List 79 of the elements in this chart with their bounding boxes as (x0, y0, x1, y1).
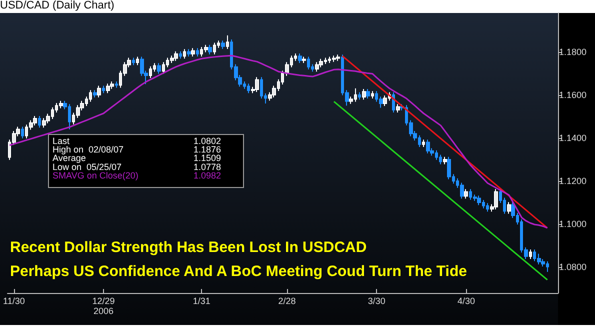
candlestick (221, 40, 225, 50)
y-tick-label: 1.0800 (559, 262, 587, 272)
candlestick (213, 42, 216, 55)
candlestick (371, 90, 374, 100)
x-tick-label: 11/30 (2, 296, 25, 306)
candlestick (362, 88, 366, 100)
candlestick (486, 202, 489, 212)
candlestick (396, 104, 400, 114)
candlestick (115, 80, 118, 88)
candlestick (102, 85, 105, 94)
candlestick (332, 55, 336, 62)
candlestick (358, 92, 361, 100)
y-tick-label: 1.1400 (559, 132, 587, 143)
candlestick (260, 76, 263, 100)
candlestick (162, 62, 165, 74)
y-tick-label: 1.1200 (559, 176, 587, 186)
x-tick-label: 2/28 (278, 296, 296, 306)
candlestick (97, 85, 101, 98)
candlestick (460, 182, 464, 200)
candlestick (383, 94, 387, 107)
candlestick (42, 118, 46, 128)
chart-title: USD/CAD (Daily Chart) (0, 0, 114, 12)
candlestick (208, 44, 212, 55)
text: Low on 05/25/07 1.0778 (52, 162, 222, 172)
candlestick (174, 50, 178, 62)
line-series (8, 54, 548, 229)
candlestick (464, 188, 468, 200)
candlestick (439, 154, 442, 165)
candlestick (426, 139, 430, 154)
x-tick-label: 3/30 (368, 296, 386, 306)
x-tick-label: 1/31 (192, 296, 210, 306)
candlestick (110, 80, 114, 90)
text: SMAVG on Close(20) 1.0982 (52, 170, 222, 180)
text: High on 02/08/07 1.1876 (52, 144, 222, 155)
candlestick (89, 90, 92, 102)
candlestick (315, 62, 319, 72)
candlestick (494, 188, 498, 210)
candlestick (307, 56, 310, 70)
candlestick (537, 253, 541, 265)
candlestick (106, 83, 110, 94)
candlestick (336, 54, 340, 62)
candlestick (136, 56, 139, 66)
candlestick (21, 126, 24, 139)
candlestick (443, 156, 447, 165)
candlestick (132, 57, 135, 66)
candlestick (298, 52, 302, 64)
y-tick-label: 1.1800 (559, 46, 587, 57)
candlestick (196, 48, 199, 58)
candlestick (507, 202, 511, 214)
candlestick (170, 55, 174, 64)
candlestick (422, 139, 425, 148)
candlestick (226, 34, 229, 50)
candlestick (33, 115, 37, 126)
candlestick (149, 66, 152, 79)
text: Last 1.0802 (52, 136, 222, 146)
candlestick (477, 195, 481, 206)
candlestick (366, 88, 370, 100)
text: Average 1.1509 (52, 153, 222, 164)
candlestick (38, 115, 41, 128)
x-tick-label: 4/30 (457, 296, 476, 306)
annotation: Recent Dollar Strength Has Been Lost In USDCAD (10, 239, 367, 256)
y-tick-label: 1.1600 (559, 90, 587, 100)
candlestick (187, 48, 191, 58)
candlestick (157, 62, 161, 74)
candlestick (183, 48, 186, 60)
candlestick (319, 58, 323, 68)
candlestick (302, 56, 306, 64)
candlestick (59, 100, 63, 109)
candlestick (93, 90, 97, 98)
y-tick-label: 1.1000 (559, 219, 587, 230)
candlestick (529, 248, 532, 260)
candlestick (191, 48, 195, 58)
annotation: Perhaps US Confidence And A BoC Meeting Coud Turn The Tide (10, 263, 467, 280)
candlestick (247, 83, 250, 94)
candlestick (179, 50, 182, 60)
x-tick-label: 12/29 2006 (92, 296, 115, 316)
candlestick (204, 44, 208, 53)
candlestick (447, 156, 451, 180)
candlestick (255, 76, 259, 93)
